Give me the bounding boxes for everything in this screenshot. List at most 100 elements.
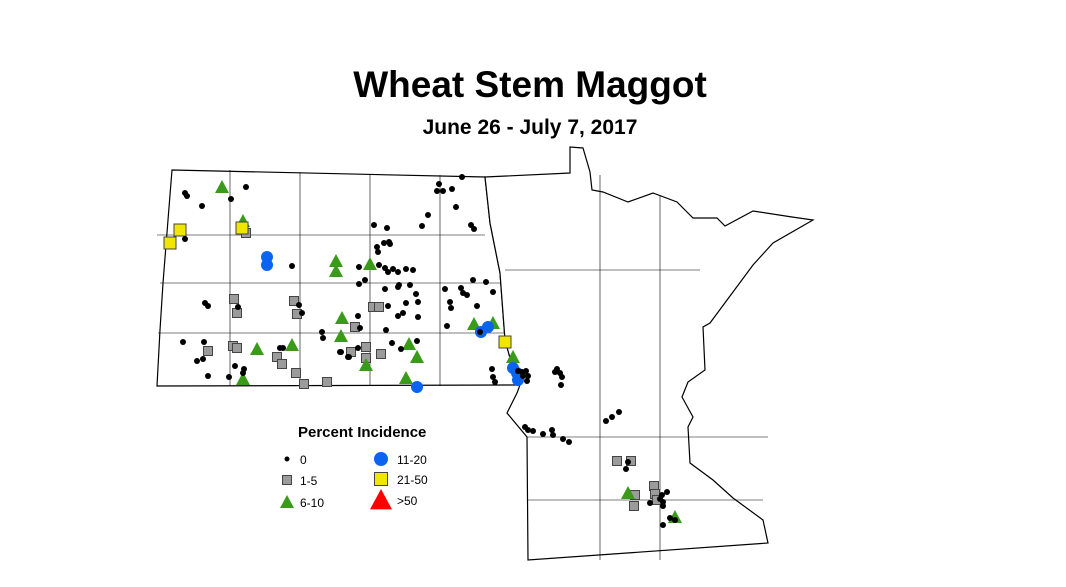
point-6-10 [329, 264, 343, 277]
point-0 [647, 500, 653, 506]
point-0 [559, 374, 565, 380]
point-21-50 [498, 335, 512, 349]
point-6-10 [410, 350, 424, 363]
point-1-5 [629, 501, 639, 511]
point-0 [490, 374, 496, 380]
point-0 [201, 339, 207, 345]
point-0 [616, 409, 622, 415]
legend-1-5-symbol [282, 475, 292, 485]
point-0 [382, 286, 388, 292]
point-6-10 [236, 372, 250, 385]
point-0 [395, 269, 401, 275]
point-21-50 [235, 221, 249, 235]
point-0 [356, 264, 362, 270]
point-0 [434, 188, 440, 194]
point-0 [199, 203, 205, 209]
point-0 [194, 358, 200, 364]
point-0 [232, 363, 238, 369]
point-1-5 [299, 379, 309, 389]
point-0 [413, 291, 419, 297]
point-6-10 [329, 254, 343, 267]
point-6-10 [335, 311, 349, 324]
point-0 [299, 310, 305, 316]
point-0 [471, 226, 477, 232]
point-1-5 [291, 368, 301, 378]
point-0 [338, 349, 344, 355]
point-1-5 [203, 346, 213, 356]
point-0 [525, 427, 531, 433]
point-0 [356, 281, 362, 287]
point-0 [490, 289, 496, 295]
point-0 [371, 222, 377, 228]
point-0 [385, 269, 391, 275]
point-0 [489, 366, 495, 372]
point-0 [483, 279, 489, 285]
point-0 [550, 432, 556, 438]
point-1-5 [612, 456, 622, 466]
point-0 [357, 325, 363, 331]
point-0 [243, 184, 249, 190]
point-0 [384, 225, 390, 231]
point-0 [664, 489, 670, 495]
point-1-5 [374, 302, 384, 312]
point-0 [296, 302, 302, 308]
point-0 [459, 174, 465, 180]
point-0 [464, 292, 470, 298]
point-0 [448, 305, 454, 311]
point-0 [320, 335, 326, 341]
point-1-5 [277, 359, 287, 369]
point-1-5 [289, 296, 299, 306]
survey-points [163, 174, 682, 528]
point-1-5 [322, 377, 332, 387]
map-subtitle: June 26 - July 7, 2017 [422, 116, 638, 139]
point-0 [280, 345, 286, 351]
map-title: Wheat Stem Maggot [353, 64, 707, 105]
point-0 [444, 323, 450, 329]
point-0 [623, 466, 629, 472]
point-6-10 [359, 358, 373, 371]
point-6-10 [467, 317, 481, 330]
point-0 [660, 503, 666, 509]
point-0 [540, 431, 546, 437]
point-0 [398, 346, 404, 352]
point-0 [390, 266, 396, 272]
point-0 [376, 262, 382, 268]
point-11-20 [261, 259, 273, 271]
point-6-10 [402, 337, 416, 350]
point-0 [525, 373, 531, 379]
point-0 [374, 244, 380, 250]
legend-title: Percent Incidence [298, 424, 426, 441]
point-0 [436, 181, 442, 187]
point-11-20 [411, 381, 423, 393]
legend: Percent Incidence 0 1-5 6-10 11-20 21-50 >50 [280, 424, 428, 510]
point-0 [362, 277, 368, 283]
point-0 [387, 241, 393, 247]
point-0 [395, 313, 401, 319]
point-0 [549, 427, 555, 433]
point-0 [403, 300, 409, 306]
point-0 [453, 204, 459, 210]
point-0 [419, 223, 425, 229]
point-0 [492, 379, 498, 385]
point-0 [609, 414, 615, 420]
legend-label: 21-50 [397, 473, 428, 487]
point-0 [385, 303, 391, 309]
point-6-10 [621, 486, 635, 499]
point-6-10 [285, 338, 299, 351]
point-0 [289, 263, 295, 269]
legend-21-50-symbol [374, 472, 388, 486]
point-0 [415, 299, 421, 305]
legend-label: 0 [300, 453, 307, 467]
point-1-5 [232, 308, 242, 318]
point-0 [449, 186, 455, 192]
point-6-10 [215, 180, 229, 193]
point-0 [180, 339, 186, 345]
point-0 [355, 345, 361, 351]
point-11-20 [482, 321, 494, 333]
point-0 [383, 327, 389, 333]
point-0 [226, 374, 232, 380]
point-0 [395, 284, 401, 290]
point-0 [672, 517, 678, 523]
legend-over-50-symbol [370, 489, 392, 510]
